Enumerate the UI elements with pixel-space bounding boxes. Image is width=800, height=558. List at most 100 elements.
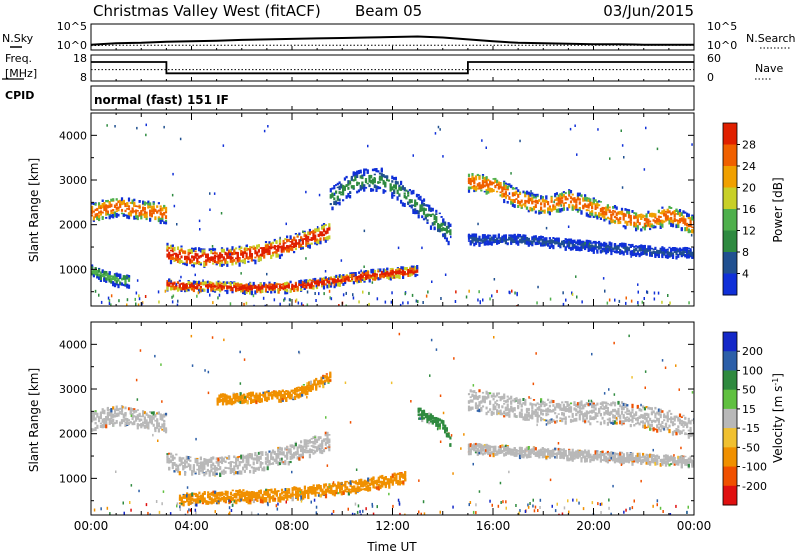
dot (413, 154, 415, 157)
dot (404, 195, 406, 198)
cell-4 (379, 182, 381, 184)
cell-1 (328, 447, 330, 451)
dot (334, 193, 336, 196)
cell-0 (128, 208, 130, 210)
dot (328, 277, 330, 280)
dot (363, 266, 365, 269)
ytick-label: 4000 (59, 129, 87, 142)
cell-2 (325, 483, 327, 486)
cell-2 (279, 239, 281, 243)
speckle (654, 298, 656, 301)
cell-4 (339, 199, 341, 202)
dot (300, 239, 302, 242)
cell-2 (244, 260, 246, 264)
cell-5 (623, 219, 625, 221)
speckle (283, 299, 285, 302)
cell-3 (166, 287, 168, 291)
cell-3 (288, 286, 290, 288)
nave-right-tick-top: 60 (707, 52, 721, 65)
cell-4 (370, 175, 372, 179)
cell-4 (383, 180, 385, 182)
cell-2 (272, 242, 274, 245)
cell-2 (195, 247, 197, 250)
cell-2 (254, 260, 256, 264)
cell-4 (363, 170, 365, 174)
cell-2 (307, 495, 309, 499)
noise-left-tick-bottom: 10^0 (57, 39, 87, 52)
speckle (362, 291, 364, 294)
cell-4 (349, 195, 351, 198)
cell-5 (521, 200, 523, 203)
dot (137, 279, 139, 282)
cell-0 (105, 423, 107, 425)
cell-4 (381, 169, 383, 172)
cell-5 (614, 221, 616, 223)
station-title: Christmas Valley West (fitACF) (93, 2, 321, 20)
cell-1 (189, 460, 191, 462)
cell-1 (233, 456, 235, 458)
speckle (509, 291, 511, 294)
cell-0 (103, 412, 105, 414)
cell-4 (430, 225, 432, 230)
cell-3 (223, 288, 225, 290)
cell-2 (341, 482, 343, 484)
cell-5 (549, 212, 551, 215)
cell-5 (478, 177, 480, 179)
cell-2 (288, 491, 290, 493)
cell-2 (249, 250, 251, 253)
cell-0 (102, 212, 104, 214)
cell-6 (617, 246, 619, 249)
cell-5 (619, 217, 621, 220)
cell-4 (398, 195, 400, 197)
speckle (631, 300, 633, 303)
cell-4 (339, 202, 341, 206)
cell-1 (249, 464, 251, 466)
cell-4 (426, 219, 428, 221)
cell-5 (470, 182, 472, 185)
cell-5 (644, 227, 646, 230)
cell-1 (244, 470, 246, 473)
cell-0 (158, 202, 160, 204)
speckle (391, 301, 393, 304)
dot (621, 130, 623, 133)
cell-5 (660, 216, 662, 218)
cell-5 (598, 204, 600, 206)
cell-2 (328, 235, 330, 239)
cell-1 (298, 457, 300, 460)
cell-1 (193, 464, 195, 467)
speckle (136, 292, 138, 295)
speckle (644, 297, 646, 300)
cell-4 (365, 180, 367, 183)
speckle (196, 295, 198, 298)
cell-3 (261, 290, 263, 293)
cell-5 (684, 219, 686, 222)
speckle (405, 292, 407, 295)
cell-0 (154, 216, 156, 220)
cell-4 (421, 215, 423, 218)
cell-2 (295, 248, 297, 250)
cell-4 (367, 183, 369, 185)
cell-0 (102, 216, 104, 218)
cell-3 (323, 286, 325, 290)
cell-1 (307, 445, 309, 447)
speckle (619, 300, 621, 303)
speckle (482, 299, 484, 302)
speckle (426, 295, 428, 298)
cell-4 (377, 170, 379, 172)
dot (360, 270, 362, 273)
speckle (314, 292, 316, 295)
cell-2 (173, 247, 175, 251)
cell-0 (139, 413, 141, 416)
noise-right-tick-top: 10^5 (707, 20, 737, 33)
speckle (353, 297, 355, 300)
cell-5 (570, 190, 572, 193)
dot (341, 259, 343, 262)
cell-3 (290, 281, 292, 284)
cell-3 (267, 291, 269, 293)
cell-0 (156, 205, 158, 208)
cell-2 (223, 250, 225, 252)
cell-0 (121, 408, 123, 413)
cell-5 (572, 194, 574, 196)
speckle (402, 302, 404, 305)
